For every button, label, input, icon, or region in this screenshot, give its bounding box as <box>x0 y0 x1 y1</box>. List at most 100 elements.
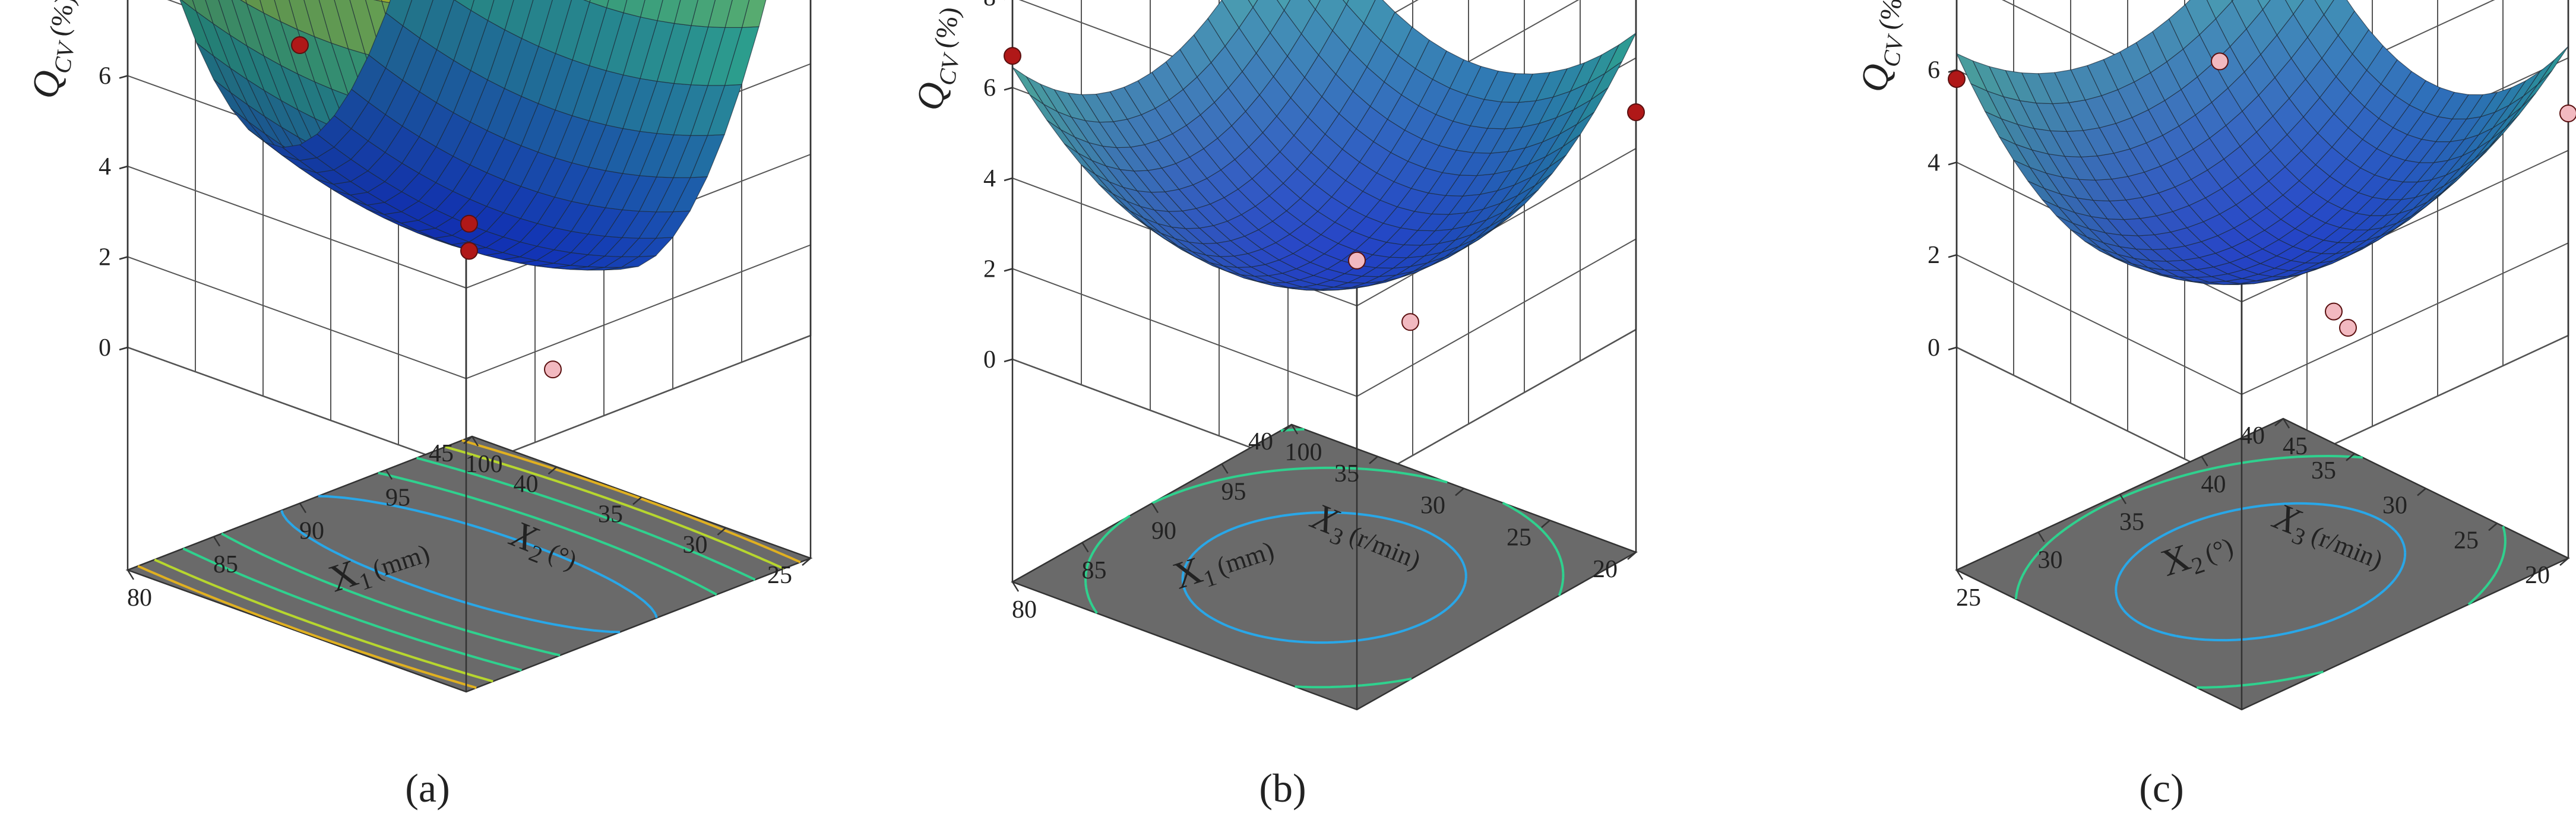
x-tick-label: 100 <box>1285 439 1322 466</box>
surface-patch <box>470 0 495 21</box>
surface-patch <box>2231 0 2234 2</box>
surface-patch <box>2323 0 2355 36</box>
surface-patch <box>402 0 433 39</box>
panel-label: (a) <box>405 765 450 811</box>
z-tick-mark <box>119 256 128 260</box>
surface-patch <box>1277 0 1291 11</box>
x-tick-mark <box>1290 424 1299 435</box>
z-tick-mark <box>1948 254 1957 258</box>
y-tick-label: 40 <box>1248 428 1273 455</box>
z-tick-label: 0 <box>1928 334 1940 362</box>
x-tick-label: 90 <box>1151 518 1176 545</box>
z-tick-mark <box>119 75 128 79</box>
surface-patch <box>521 0 553 47</box>
z-tick-mark <box>1004 87 1013 91</box>
z-tick-label: 6 <box>983 75 996 102</box>
surface-patch <box>606 0 628 14</box>
design-point <box>1948 70 1966 88</box>
surface-patch <box>2262 0 2294 36</box>
surface-patch <box>1315 0 1347 31</box>
surface-patch <box>1363 0 1395 42</box>
design-point <box>1627 103 1645 121</box>
x-tick-label: 100 <box>466 451 503 478</box>
x-tick-mark <box>385 469 393 480</box>
design-point <box>2559 105 2576 122</box>
surface-patch <box>555 0 590 61</box>
surface-patch <box>1346 0 1376 24</box>
surface-patch <box>2185 0 2217 36</box>
y-tick-mark <box>463 436 473 444</box>
z-title-sub: CV <box>48 38 80 75</box>
z-tick-mark <box>1004 177 1013 182</box>
y-tick-mark <box>548 466 558 475</box>
x-tick-mark <box>1151 502 1159 514</box>
x-tick-mark <box>213 536 221 547</box>
surface-patch <box>1252 0 1285 34</box>
surface-patch <box>2285 0 2304 15</box>
surface-patch <box>691 0 716 27</box>
z-axis-title: QCV(%) <box>23 0 88 103</box>
y-tick-mark <box>2488 523 2498 531</box>
design-point <box>2325 302 2343 321</box>
z-tick-mark <box>1004 268 1013 272</box>
surface-patch <box>657 0 681 24</box>
z-tick-label: 2 <box>1928 242 1940 269</box>
contour-line <box>154 445 784 683</box>
design-point <box>460 214 478 233</box>
surface-patch <box>724 0 750 29</box>
z-tick-label: 4 <box>1928 149 1940 176</box>
surface-patch <box>2293 0 2325 38</box>
y-tick-label: 35 <box>1334 460 1359 488</box>
y-tick-label: 20 <box>1593 556 1618 583</box>
y-tick-mark <box>1283 424 1292 432</box>
x-tick-mark <box>2282 418 2290 429</box>
z-tick-mark <box>1948 69 1957 73</box>
y-tick-mark <box>717 527 727 536</box>
x-tick-mark <box>1081 542 1089 553</box>
surface-patch <box>589 0 609 8</box>
surface-patch <box>741 0 767 28</box>
contour-line <box>1084 466 1565 689</box>
z-axis-title: QCV(%) <box>908 3 973 115</box>
y-tick-label: 40 <box>514 470 539 498</box>
y-tick-mark <box>2559 558 2569 566</box>
surface-patch <box>707 0 733 29</box>
surface-patch <box>1308 0 1321 10</box>
surface-patch <box>583 0 591 3</box>
x-tick-mark <box>2201 456 2208 467</box>
y-tick-mark <box>1369 455 1378 464</box>
y-tick-label: 30 <box>1420 492 1445 520</box>
design-point <box>544 360 562 379</box>
x-tick-mark <box>1221 463 1229 474</box>
y-tick-label: 40 <box>2240 422 2265 450</box>
panel-label: (c) <box>2139 765 2183 811</box>
x-tick-label: 30 <box>2038 546 2063 574</box>
z-tick-label: 0 <box>99 334 111 362</box>
y-tick-mark <box>2346 452 2355 461</box>
surface-patch <box>538 0 572 54</box>
y-tick-label: 20 <box>2525 562 2550 589</box>
z-tick-label: 6 <box>99 63 111 90</box>
z-tick-label: 4 <box>983 165 996 192</box>
x-tick-mark <box>1955 569 1964 580</box>
contour-line <box>221 471 717 657</box>
contour-line <box>2014 455 2507 689</box>
design-point <box>291 36 309 54</box>
x-tick-label: 80 <box>127 584 152 612</box>
z-title-unit: (%) <box>43 0 80 39</box>
chart-panel-c: 02468101225303540452025303540QCV(%)X2(°)… <box>1852 0 2576 811</box>
x-tick-label: 80 <box>1012 596 1037 623</box>
y-tick-mark <box>1541 520 1550 528</box>
y-tick-mark <box>2417 488 2426 496</box>
x-tick-label: 95 <box>1221 478 1246 505</box>
surface-patch <box>1221 0 1254 29</box>
surface-patch <box>1248 0 1258 8</box>
design-point <box>1348 251 1366 270</box>
z-tick-label: 0 <box>983 346 996 373</box>
x-tick-mark <box>1011 581 1020 592</box>
x-tick-mark <box>299 502 307 514</box>
y-tick-mark <box>802 558 811 566</box>
contour-line <box>137 439 801 689</box>
surface-patch <box>436 0 471 61</box>
